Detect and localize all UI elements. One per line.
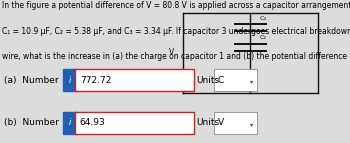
FancyBboxPatch shape xyxy=(75,112,194,134)
Text: (b)  Number: (b) Number xyxy=(4,119,58,127)
Text: C₃: C₃ xyxy=(260,16,267,21)
FancyBboxPatch shape xyxy=(214,112,257,134)
Text: C₂: C₂ xyxy=(260,35,267,40)
Text: ▾: ▾ xyxy=(250,122,253,127)
FancyBboxPatch shape xyxy=(75,69,194,91)
Text: In the figure a potential difference of V = 80.8 V is applied across a capacitor: In the figure a potential difference of … xyxy=(2,1,350,10)
Text: C₁: C₁ xyxy=(156,79,163,83)
Text: ▾: ▾ xyxy=(250,79,253,84)
Text: i: i xyxy=(69,119,71,127)
Text: Units: Units xyxy=(197,76,220,85)
Text: 772.72: 772.72 xyxy=(80,76,111,85)
Text: (a)  Number: (a) Number xyxy=(4,76,58,85)
Text: 64.93: 64.93 xyxy=(80,119,106,127)
Text: i: i xyxy=(69,76,71,85)
FancyBboxPatch shape xyxy=(63,112,77,134)
Text: C: C xyxy=(218,76,224,85)
Text: C₁ = 10.9 μF, C₂ = 5.38 μF, and C₃ = 3.34 μF. If capacitor 3 undergoes electrica: C₁ = 10.9 μF, C₂ = 5.38 μF, and C₃ = 3.3… xyxy=(2,27,350,36)
Text: wire, what is the increase in (a) the charge on capacitor 1 and (b) the potentia: wire, what is the increase in (a) the ch… xyxy=(2,52,350,61)
FancyBboxPatch shape xyxy=(214,69,257,91)
Text: V: V xyxy=(218,119,224,127)
Text: V: V xyxy=(169,48,174,57)
FancyBboxPatch shape xyxy=(63,69,77,91)
Text: Units: Units xyxy=(197,119,220,127)
